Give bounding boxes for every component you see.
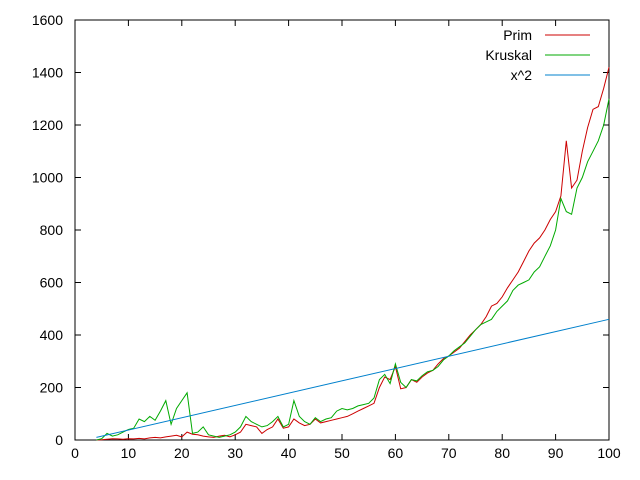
legend-label-prim: Prim [503,27,532,43]
y-tick-label: 1600 [32,12,63,28]
x-tick-label: 30 [227,445,243,461]
y-tick-label: 200 [40,380,64,396]
x-tick-label: 80 [494,445,510,461]
x-tick-label: 50 [334,445,350,461]
x-tick-label: 20 [174,445,190,461]
plot-frame [74,19,610,441]
x-tick-label: 10 [121,445,137,461]
y-tick-label: 0 [55,432,63,448]
x-tick-label: 90 [548,445,564,461]
y-tick-label: 1400 [32,65,63,81]
y-tick-label: 1000 [32,170,63,186]
tick-marks: 0 10 20 30 40 50 60 70 80 90 100020040060080010001… [32,12,621,461]
series-line-x-2 [96,318,610,438]
plot-axes [74,19,610,441]
x-tick-label: 100 [597,445,621,461]
legend-label-x-2: x^2 [511,67,533,83]
y-tick-label: 1200 [32,117,63,133]
legend: Prim Kruskal x^2 [485,27,590,83]
x-tick-label: 60 [388,445,404,461]
y-tick-label: 600 [40,275,64,291]
x-tick-label: 70 [441,445,457,461]
legend-label-kruskal: Kruskal [485,47,532,63]
series-lines [96,67,610,441]
series-line-prim [96,67,610,441]
y-tick-label: 800 [40,222,64,238]
series-line-kruskal [96,98,610,441]
x-tick-label: 0 [71,445,79,461]
x-tick-label: 40 [281,445,297,461]
y-tick-label: 400 [40,327,64,343]
